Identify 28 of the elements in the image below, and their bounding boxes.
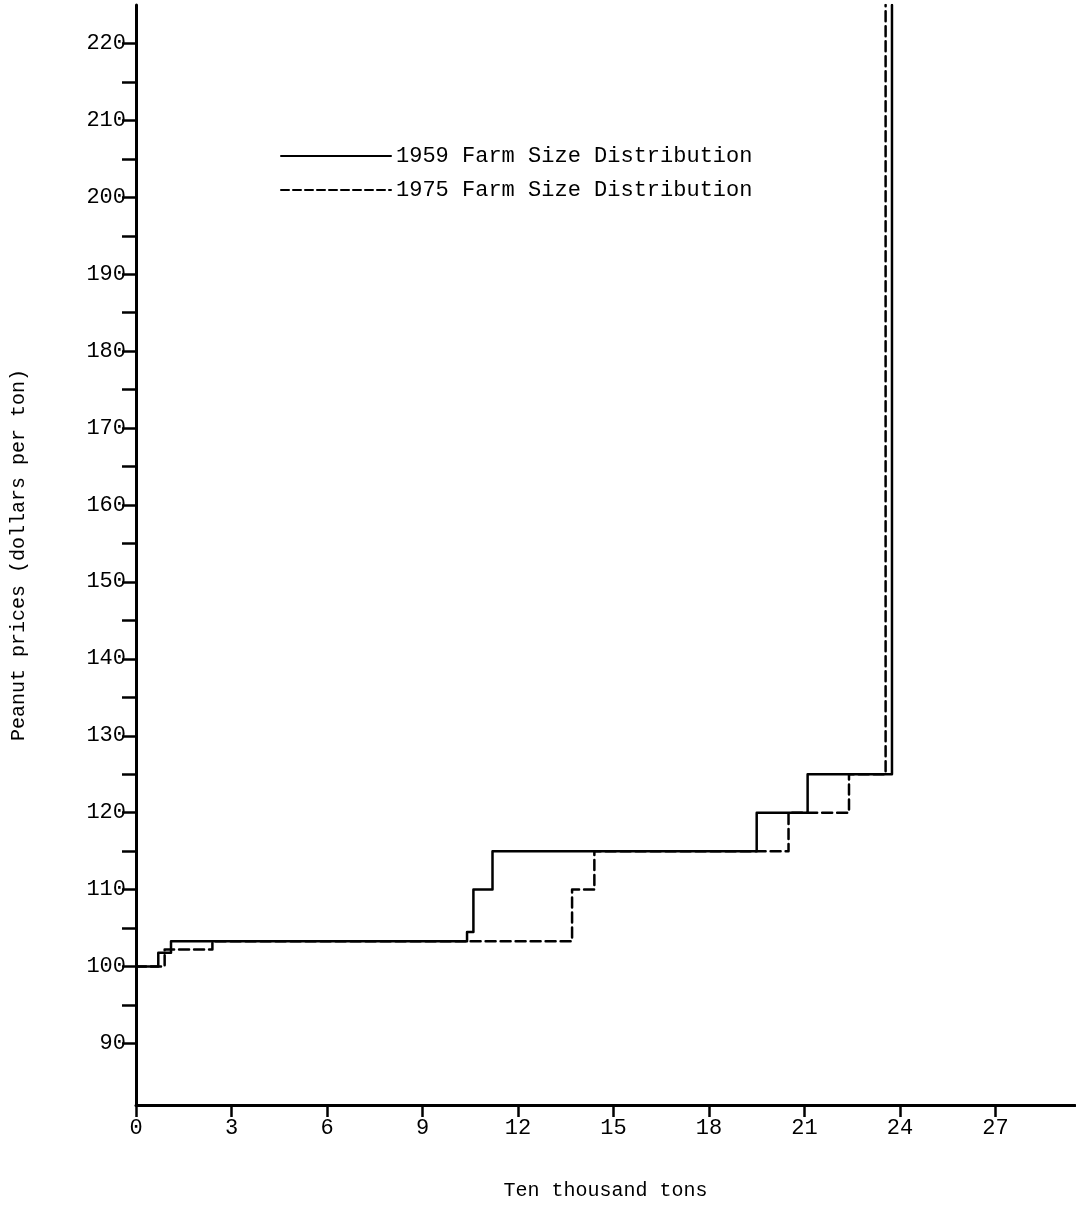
legend-label: 1959 Farm Size Distribution (396, 143, 753, 169)
y-tick-label: 100 (86, 954, 126, 980)
x-tick-label: 18 (695, 1115, 723, 1141)
y-tick-label: 110 (86, 877, 126, 903)
y-tick-label: 180 (86, 338, 126, 364)
y-tick-label: 200 (86, 184, 126, 210)
legend-label: 1975 Farm Size Distribution (396, 177, 753, 203)
x-tick-label: 0 (129, 1115, 143, 1141)
x-axis-title: Ten thousand tons (503, 1178, 708, 1202)
y-axis-title: Peanut prices (dollars per ton) (6, 368, 30, 742)
y-tick-label: 130 (86, 723, 126, 749)
y-tick-label: 90 (99, 1030, 126, 1056)
y-tick-label: 220 (86, 30, 126, 56)
x-tick-label: 12 (504, 1115, 532, 1141)
x-tick-label: 3 (224, 1115, 239, 1141)
x-tick-label: 27 (982, 1115, 1009, 1141)
y-tick-label: 150 (86, 569, 126, 595)
x-tick-label: 15 (600, 1115, 627, 1141)
x-tick-label: 6 (320, 1115, 334, 1141)
y-tick-label: 170 (86, 415, 126, 441)
x-tick-label: 24 (886, 1115, 914, 1141)
y-tick-label: 160 (86, 492, 126, 518)
y-tick-label: 210 (86, 107, 126, 133)
x-tick-label: 21 (791, 1115, 818, 1141)
y-tick-label: 120 (86, 800, 126, 826)
x-tick-label: 9 (415, 1115, 430, 1141)
y-tick-label: 190 (86, 261, 126, 287)
y-tick-label: 140 (86, 646, 126, 672)
